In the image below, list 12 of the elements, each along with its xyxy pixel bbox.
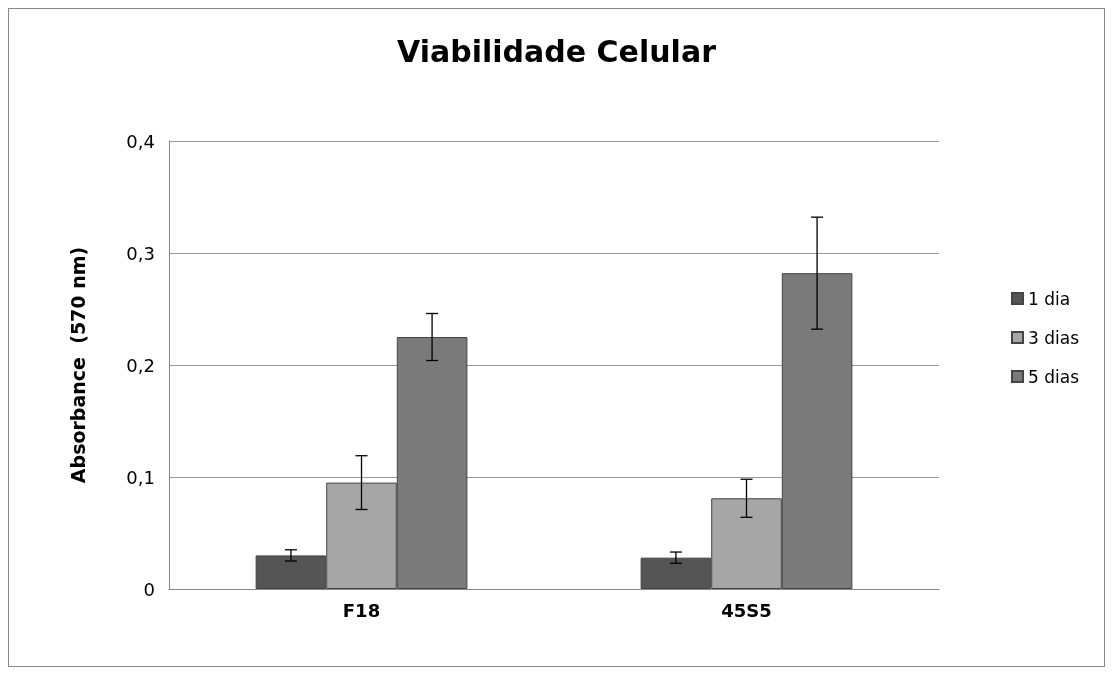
y-axis-title: Absorbance (570 nm) (66, 246, 89, 484)
y-tick-label: 0,2 (126, 354, 155, 376)
y-tick-label: 0,1 (126, 466, 155, 488)
y-tick-label: 0 (143, 578, 155, 600)
y-tick-label: 0,4 (126, 130, 155, 152)
y-tick-label: 0,3 (126, 242, 155, 264)
legend-label: 1 dia (1027, 288, 1071, 309)
legend-label: 5 dias (1027, 366, 1080, 387)
x-tick-label: F18 (342, 599, 381, 621)
chart-title: Viabilidade Celular (397, 33, 717, 69)
legend-label: 3 dias (1027, 327, 1080, 348)
x-tick-label: 45S5 (721, 599, 772, 621)
